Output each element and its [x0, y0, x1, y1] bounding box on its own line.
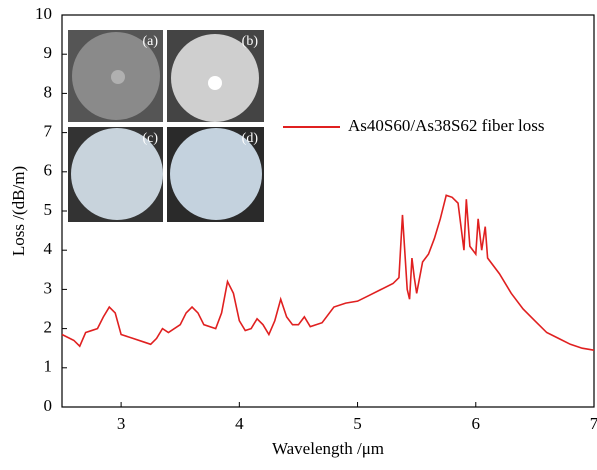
y-tick-label: 7	[44, 122, 53, 141]
y-tick-label: 1	[44, 357, 53, 376]
y-tick-label: 5	[44, 200, 53, 219]
y-tick-label: 4	[44, 239, 53, 258]
x-tick-label: 3	[117, 414, 126, 433]
x-tick-label: 7	[590, 414, 597, 433]
inset-label: (c)	[142, 131, 158, 146]
inset-image	[208, 76, 222, 90]
inset-image	[111, 70, 125, 84]
y-tick-label: 6	[44, 161, 53, 180]
x-tick-label: 6	[472, 414, 481, 433]
y-tick-label: 10	[35, 4, 52, 23]
x-tick-label: 4	[235, 414, 244, 433]
y-tick-label: 9	[44, 43, 53, 62]
inset-label: (a)	[142, 34, 158, 49]
x-tick-label: 5	[353, 414, 362, 433]
x-axis-label: Wavelength /μm	[272, 439, 384, 458]
insets	[68, 30, 264, 222]
y-tick-label: 0	[44, 396, 53, 415]
inset-label: (b)	[242, 34, 259, 49]
data-line	[61, 194, 595, 351]
y-axis-label: Loss /(dB/m)	[9, 166, 28, 256]
inset-image	[170, 128, 262, 220]
y-tick-label: 2	[44, 318, 53, 337]
y-tick-label: 8	[44, 82, 53, 101]
inset-image	[71, 128, 163, 220]
y-tick-label: 3	[44, 278, 53, 297]
inset-label: (d)	[242, 131, 259, 146]
legend-label: As40S60/As38S62 fiber loss	[348, 116, 544, 135]
